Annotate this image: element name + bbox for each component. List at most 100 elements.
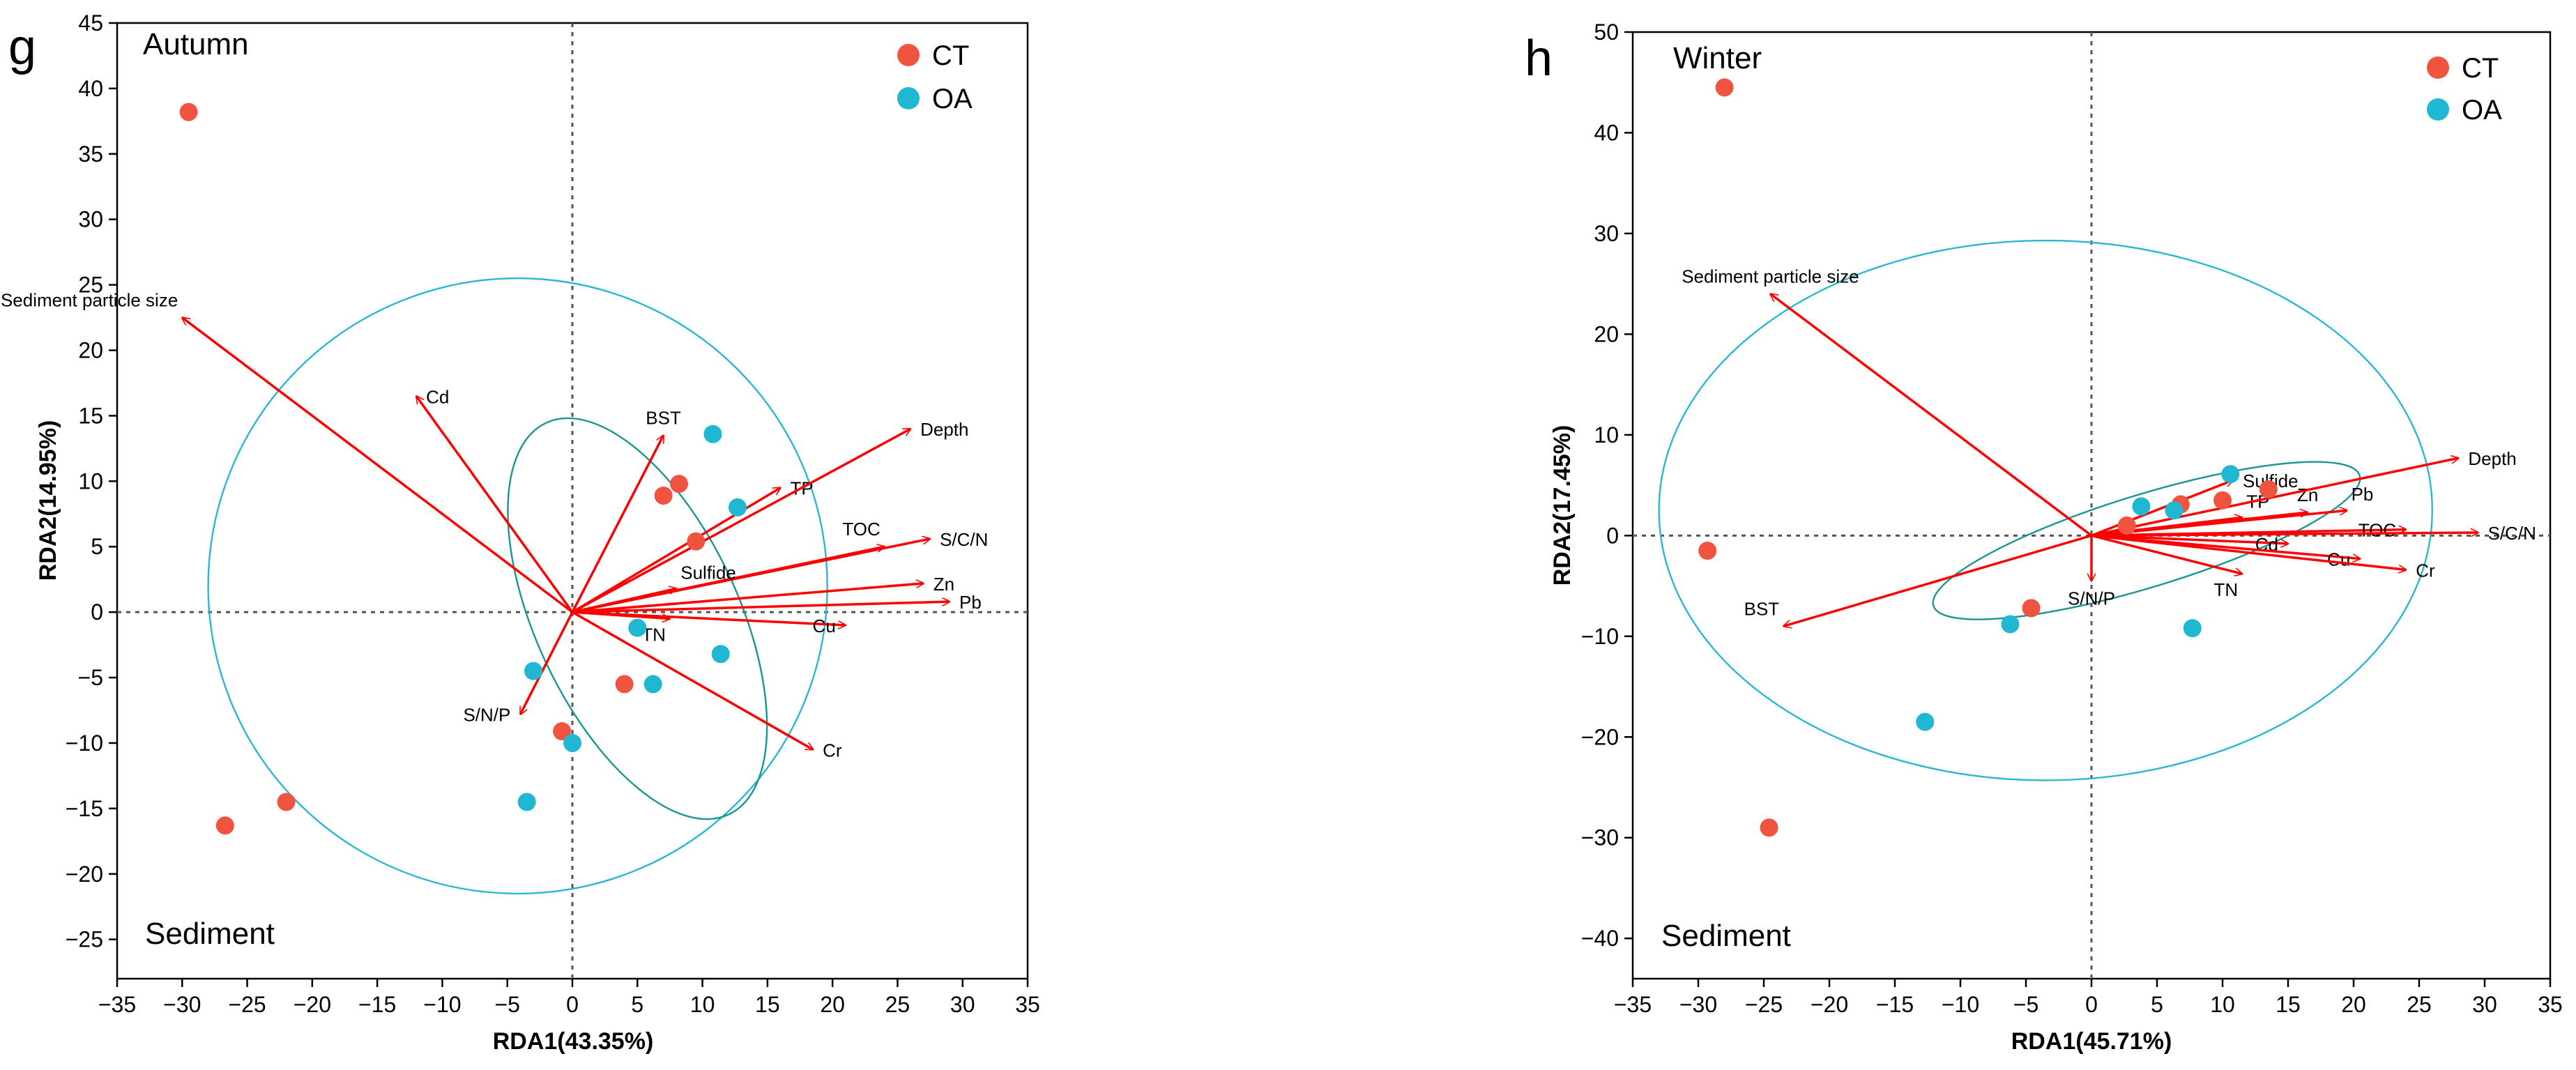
arrow-label: Pb <box>2352 484 2374 505</box>
x-tick-label: 20 <box>2341 992 2366 1017</box>
legend-oa-label: OA <box>2462 95 2502 125</box>
y-tick-label: 30 <box>1594 221 1619 246</box>
y-tick-label: −10 <box>66 731 103 756</box>
arrow-tn <box>2091 534 2242 574</box>
y-tick-label: 35 <box>78 142 103 167</box>
y-tick-label: −30 <box>1581 825 1619 850</box>
y-tick-label: −20 <box>66 862 103 887</box>
data-point-ct <box>2213 491 2232 510</box>
subset-label: Sediment <box>145 917 275 951</box>
y-axis-title: RDA2(14.95%) <box>35 420 61 581</box>
arrow-s-c-n <box>2091 533 2478 535</box>
legend: CT OA <box>2427 53 2502 125</box>
y-tick-label: −15 <box>66 796 103 821</box>
arrow-label: Pb <box>959 592 982 613</box>
arrow-label: S/N/P <box>463 705 510 726</box>
plot-area: Sediment particle sizeCdBSTTPDepthTOCS/C… <box>1 23 1028 979</box>
arrow-pb <box>572 602 950 613</box>
arrow-cr <box>572 611 813 751</box>
x-tick-label: 5 <box>631 992 643 1017</box>
arrow-label: Zn <box>933 574 954 595</box>
data-point-oa <box>2001 615 2020 634</box>
x-tick-label: 30 <box>2472 992 2497 1017</box>
panel-h: h Sediment particle sizeBSTSulfideTPZnPb… <box>1525 20 2563 1055</box>
arrow-pb <box>2091 510 2347 537</box>
data-point-oa <box>2132 497 2151 516</box>
arrow-label: BST <box>646 408 681 429</box>
arrow-label: Sulfide <box>680 562 736 583</box>
y-tick-label: 45 <box>78 10 103 36</box>
x-tick-label: 25 <box>885 992 910 1017</box>
x-tick-label: −25 <box>1745 992 1783 1017</box>
arrow-s-n-p <box>519 611 574 714</box>
data-point-oa <box>2183 619 2202 638</box>
y-tick-label: 25 <box>78 273 103 298</box>
arrow-tn <box>572 611 670 618</box>
x-tick-label: 0 <box>566 992 579 1017</box>
panel-g: g Sediment particle sizeCdBSTTPDepthTOCS… <box>1 10 1040 1055</box>
data-point-ct <box>1698 542 1717 560</box>
subset-label: Sediment <box>1661 919 1791 953</box>
y-axis-title: RDA2(17.45%) <box>1549 425 1576 586</box>
axes: −35 −30 −25 −20 −15 −10 −5 0 5 10 15 20 25 30 35 −25 −20… <box>66 10 1040 1017</box>
x-tick-label: −30 <box>1679 992 1717 1017</box>
arrow-cd <box>2091 534 2288 544</box>
data-point-oa <box>517 793 536 811</box>
y-tick-label: −25 <box>66 927 103 952</box>
legend-oa-marker <box>897 87 920 109</box>
x-tick-label: −20 <box>1811 992 1848 1017</box>
x-tick-label: 35 <box>2538 992 2563 1017</box>
legend-oa-label: OA <box>932 84 973 114</box>
arrow-label: Sediment particle size <box>1 290 178 311</box>
arrow-label: TOC <box>2358 520 2396 541</box>
data-point-ct <box>215 816 234 835</box>
arrow-depth <box>2091 458 2458 537</box>
legend: CT OA <box>897 40 973 114</box>
data-point-oa <box>2221 465 2240 484</box>
arrow-label: S/N/P <box>2068 588 2115 609</box>
panel-letter: h <box>1525 31 1553 86</box>
data-point-ct <box>2117 516 2136 535</box>
x-tick-label: −10 <box>1942 992 1979 1017</box>
arrow-label: BST <box>1744 598 1780 619</box>
season-label: Autumn <box>143 27 249 61</box>
y-tick-label: 15 <box>78 403 103 428</box>
arrow-label: Sediment particle size <box>1682 266 1859 287</box>
data-point-ct <box>553 722 572 741</box>
y-tick-label: 30 <box>78 207 103 232</box>
legend-oa-marker <box>2427 98 2449 121</box>
x-tick-label: −10 <box>423 992 461 1017</box>
y-tick-label: −20 <box>1581 724 1619 749</box>
x-tick-label: 0 <box>2085 992 2098 1017</box>
y-tick-label: 40 <box>1594 120 1619 145</box>
x-axis-title: RDA1(43.35%) <box>493 1028 654 1055</box>
arrow-cd <box>416 396 574 613</box>
arrow-depth <box>572 427 910 613</box>
data-point-ct <box>2259 480 2278 498</box>
data-point-oa <box>1916 712 1935 731</box>
y-tick-label: 0 <box>1606 523 1619 548</box>
data-point-ct <box>277 793 296 811</box>
arrow-label: Cd <box>426 386 449 407</box>
arrow-label: S/C/N <box>2488 523 2536 544</box>
data-point-ct <box>669 475 688 494</box>
legend-ct-label: CT <box>932 40 969 71</box>
arrow-label: Depth <box>2468 448 2516 469</box>
y-tick-label: 10 <box>78 468 103 494</box>
confidence-ellipse-inner <box>507 417 768 820</box>
data-point-oa <box>711 645 730 664</box>
arrow-label: Cu <box>2327 549 2350 570</box>
plot-area: Sediment particle sizeBSTSulfideTPZnPbDe… <box>1633 32 2550 979</box>
data-point-oa <box>628 618 647 637</box>
arrow-sediment-particle-size <box>182 318 574 613</box>
data-point-ct <box>179 102 198 121</box>
arrow-label: TN <box>2214 579 2239 600</box>
legend-ct-marker <box>2427 56 2449 79</box>
data-point-oa <box>524 662 543 680</box>
y-tick-label: 40 <box>78 76 103 101</box>
data-point-oa <box>703 425 722 443</box>
arrow-label: Depth <box>920 419 968 440</box>
x-tick-label: −15 <box>358 992 396 1017</box>
arrow-s-c-n <box>572 539 930 613</box>
season-label: Winter <box>1673 41 1762 75</box>
